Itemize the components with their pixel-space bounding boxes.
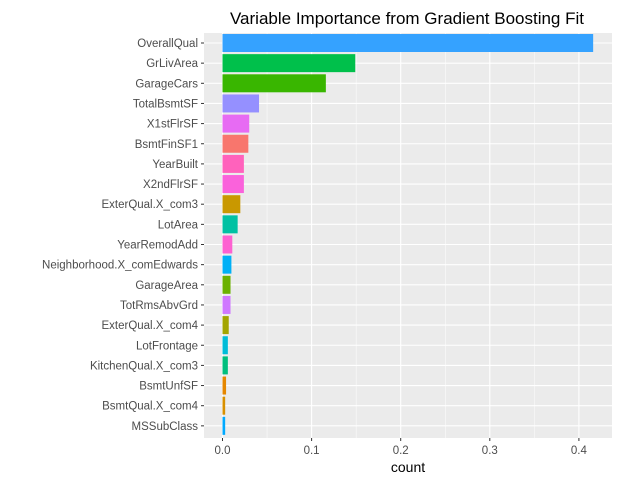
bar-exterqual-x-com4 xyxy=(222,316,229,335)
bar-bsmtqual-x-com4 xyxy=(222,396,226,415)
x-tick-labels: 0.0 0.1 0.2 0.3 0.4 xyxy=(215,438,588,457)
bar-kitchenqual-x-com3 xyxy=(222,356,228,375)
bar-yearremodadd xyxy=(222,235,233,254)
bar-mssubclass xyxy=(222,416,226,435)
bar-bsmtfinsf1 xyxy=(222,134,249,153)
bar-overallqual xyxy=(222,34,594,52)
y-tick-label: ExterQual.X_com3 xyxy=(101,199,198,211)
x-tick-label: 0.4 xyxy=(571,445,588,457)
y-tick-label: X1stFlrSF xyxy=(147,119,198,131)
y-tick-label: KitchenQual.X_com3 xyxy=(90,360,198,372)
x-tick-label: 0.1 xyxy=(304,445,320,457)
y-tick-label: OverallQual xyxy=(137,38,198,50)
bar-grlivarea xyxy=(222,54,356,73)
y-tick-label: LotFrontage xyxy=(136,340,198,352)
y-tick-label: BsmtFinSF1 xyxy=(135,139,198,151)
plot-panel xyxy=(204,33,612,438)
bar-lotarea xyxy=(222,215,238,234)
bar-totalbsmtsf xyxy=(222,94,260,113)
y-tick-labels: OverallQual GrLivArea GarageCars TotalBsmtS… xyxy=(42,38,204,433)
x-tick-label: 0.3 xyxy=(482,445,498,457)
y-tick-label: GarageArea xyxy=(135,280,198,292)
bar-series xyxy=(222,34,594,435)
y-tick-label: ExterQual.X_com4 xyxy=(101,320,198,332)
bar-exterqual-x-com3 xyxy=(222,195,241,214)
y-tick-label: GarageCars xyxy=(135,78,198,90)
bar-garagearea xyxy=(222,275,231,294)
y-tick-label: Neighborhood.X_comEdwards xyxy=(42,260,198,272)
y-tick-label: YearRemodAdd xyxy=(117,240,198,252)
bar-neighborhood-x-comedwards xyxy=(222,255,232,274)
bar-yearbuilt xyxy=(222,154,244,173)
bar-garagecars xyxy=(222,74,326,93)
y-tick-label: YearBuilt xyxy=(152,159,198,171)
bar-x1stflrsf xyxy=(222,114,250,133)
bar-lotfrontage xyxy=(222,336,228,355)
y-tick-label: MSSubClass xyxy=(132,421,199,433)
y-tick-label: BsmtUnfSF xyxy=(139,381,198,393)
bar-x2ndflrsf xyxy=(222,175,244,194)
y-tick-label: LotArea xyxy=(158,219,199,231)
bar-bsmtunfsf xyxy=(222,376,227,395)
y-tick-label: TotalBsmtSF xyxy=(133,98,198,110)
x-tick-label: 0.0 xyxy=(215,445,231,457)
chart-title: Variable Importance from Gradient Boosti… xyxy=(230,9,584,28)
y-tick-label: GrLivArea xyxy=(146,58,198,70)
y-tick-label: X2ndFlrSF xyxy=(143,179,198,191)
x-tick-label: 0.2 xyxy=(393,445,409,457)
x-axis-title: count xyxy=(391,459,425,475)
y-tick-label: TotRmsAbvGrd xyxy=(120,300,198,312)
y-tick-label: BsmtQual.X_com4 xyxy=(102,401,198,413)
bar-totrmsabvgrd xyxy=(222,295,231,314)
